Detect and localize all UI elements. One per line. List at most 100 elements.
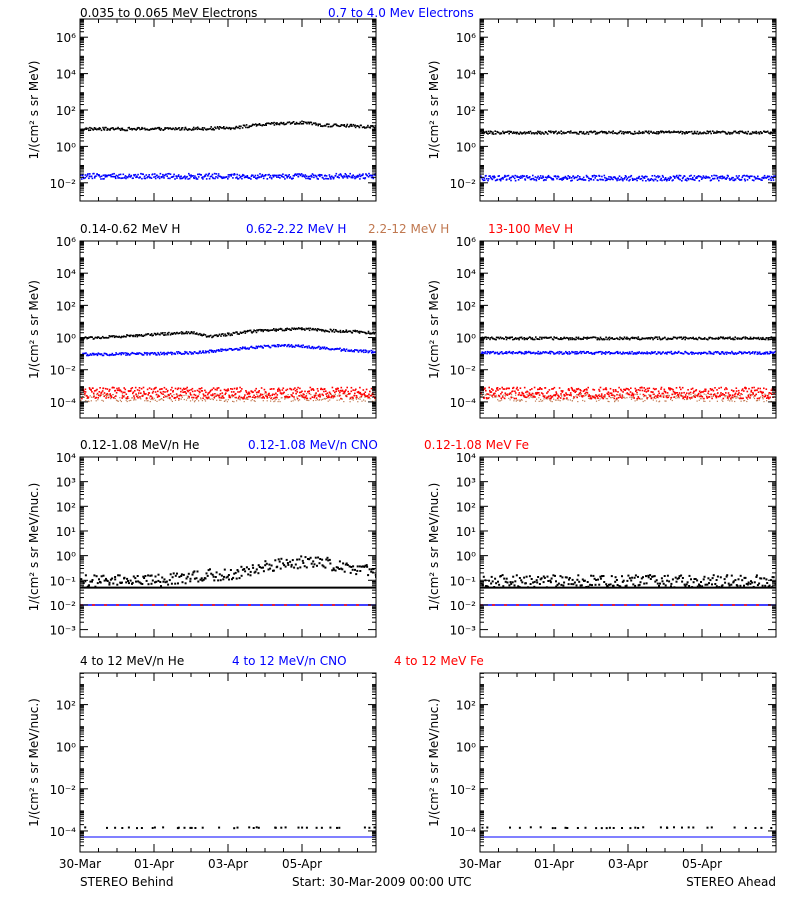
data-point bbox=[646, 397, 648, 399]
data-point bbox=[135, 353, 137, 355]
data-point bbox=[297, 400, 299, 402]
data-point bbox=[677, 336, 679, 339]
y-tick-label: 10⁰ bbox=[56, 332, 76, 346]
data-point bbox=[305, 328, 308, 330]
data-point bbox=[577, 352, 579, 355]
data-point bbox=[666, 353, 668, 355]
data-point bbox=[557, 338, 559, 340]
data-point bbox=[149, 334, 152, 336]
data-point bbox=[565, 336, 568, 339]
data-point bbox=[480, 392, 482, 394]
data-point bbox=[313, 122, 315, 125]
data-point bbox=[204, 334, 207, 336]
data-point bbox=[273, 388, 275, 390]
data-point bbox=[595, 351, 598, 354]
data-point bbox=[157, 353, 160, 355]
data-point bbox=[755, 400, 758, 402]
data-point bbox=[685, 131, 688, 133]
data-point bbox=[216, 389, 218, 391]
data-point bbox=[130, 334, 132, 337]
data-point bbox=[674, 177, 676, 179]
data-point bbox=[599, 386, 602, 389]
data-point bbox=[617, 396, 620, 399]
data-point bbox=[231, 173, 233, 176]
data-point bbox=[743, 131, 745, 134]
data-point bbox=[677, 395, 680, 398]
data-point bbox=[115, 352, 117, 354]
data-point bbox=[300, 173, 303, 175]
data-point bbox=[560, 133, 563, 135]
data-point bbox=[606, 132, 609, 134]
data-point bbox=[204, 389, 206, 392]
data-point bbox=[524, 351, 526, 353]
data-point bbox=[240, 125, 242, 128]
data-point bbox=[126, 400, 128, 403]
data-point bbox=[109, 393, 111, 395]
data-point bbox=[194, 128, 196, 130]
data-point bbox=[601, 396, 604, 399]
data-point bbox=[369, 332, 372, 334]
data-point bbox=[162, 332, 164, 334]
data-point bbox=[650, 397, 653, 400]
data-point bbox=[506, 131, 508, 133]
data-point bbox=[152, 390, 155, 393]
data-point bbox=[542, 175, 544, 177]
data-point bbox=[694, 352, 697, 354]
data-point bbox=[758, 351, 761, 353]
data-point bbox=[627, 353, 630, 355]
data-point bbox=[130, 174, 133, 177]
data-point bbox=[703, 400, 705, 402]
data-point bbox=[350, 386, 353, 389]
data-point bbox=[520, 351, 523, 354]
data-point bbox=[362, 177, 365, 179]
data-point bbox=[310, 174, 312, 177]
data-point bbox=[655, 176, 658, 178]
data-point bbox=[679, 386, 681, 389]
data-point bbox=[750, 389, 753, 392]
data-point bbox=[504, 392, 507, 394]
data-point bbox=[611, 352, 613, 355]
data-point bbox=[665, 395, 668, 397]
data-point bbox=[617, 338, 619, 340]
data-point bbox=[489, 389, 491, 392]
data-point bbox=[686, 398, 688, 401]
data-point bbox=[282, 387, 285, 389]
data-point bbox=[655, 397, 657, 400]
data-point bbox=[537, 388, 539, 391]
data-point bbox=[221, 127, 223, 129]
data-point bbox=[156, 396, 159, 398]
data-point bbox=[697, 392, 700, 395]
data-point bbox=[134, 128, 136, 131]
data-point bbox=[519, 336, 521, 339]
data-point bbox=[583, 389, 586, 391]
data-point bbox=[180, 390, 182, 393]
data-point bbox=[684, 132, 686, 135]
data-point bbox=[253, 400, 255, 402]
data-point bbox=[670, 176, 672, 179]
data-point bbox=[122, 353, 125, 355]
data-point bbox=[570, 180, 572, 182]
data-point bbox=[270, 397, 272, 400]
data-point bbox=[108, 354, 111, 357]
data-point bbox=[279, 401, 281, 403]
data-point bbox=[337, 125, 339, 127]
data-point bbox=[325, 393, 327, 395]
data-point bbox=[251, 124, 254, 127]
data-point bbox=[657, 397, 659, 399]
data-point bbox=[113, 172, 115, 175]
data-point bbox=[496, 387, 499, 389]
y-tick-label: 10⁴ bbox=[456, 68, 476, 82]
data-point bbox=[88, 336, 91, 339]
data-point bbox=[250, 125, 253, 127]
series-2-2-12-mev-h bbox=[80, 393, 376, 403]
data-point bbox=[487, 133, 489, 135]
data-point bbox=[156, 333, 158, 336]
data-point bbox=[121, 335, 123, 338]
data-point bbox=[604, 176, 606, 179]
data-point bbox=[147, 394, 149, 396]
data-point bbox=[774, 175, 776, 177]
data-point bbox=[707, 338, 709, 341]
data-point bbox=[626, 397, 628, 399]
data-point bbox=[703, 351, 706, 354]
data-point bbox=[498, 395, 501, 398]
